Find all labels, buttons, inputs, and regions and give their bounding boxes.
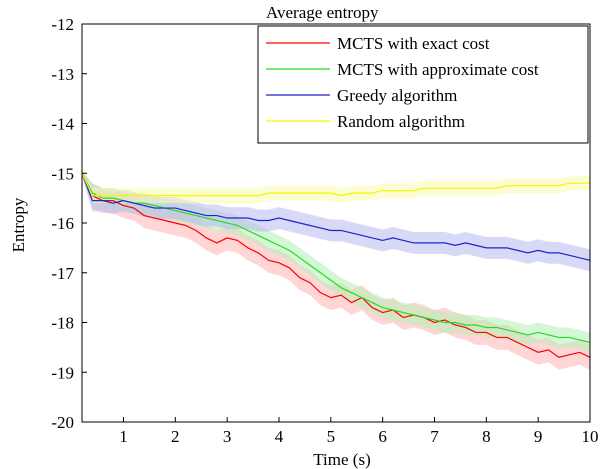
y-tick-label: -17 (51, 264, 74, 283)
y-tick-label: -18 (51, 314, 74, 333)
y-tick-label: -12 (51, 15, 74, 34)
y-tick-label: -15 (51, 164, 74, 183)
x-tick-label: 6 (378, 427, 387, 446)
y-tick-label: -14 (51, 115, 74, 134)
line-series-0 (81, 172, 591, 358)
band-series-3 (82, 171, 590, 204)
y-tick-label: -20 (51, 413, 74, 432)
x-tick-label: 8 (482, 427, 491, 446)
x-tick-label: 5 (327, 427, 336, 446)
legend-label: MCTS with exact cost (337, 34, 490, 53)
confidence-bands (82, 170, 590, 370)
y-tick-label: -16 (51, 214, 74, 233)
y-tick-label: -13 (51, 65, 74, 84)
line-series-2 (81, 173, 591, 261)
x-tick-label: 9 (534, 427, 543, 446)
x-tick-label: 4 (275, 427, 284, 446)
axis-ticks: 1 2 3 4 5 6 7 8 9 10 -20 -19 -18 -17 -16 -15 -14 -13 -12 (51, 15, 598, 446)
x-axis-label: Time (s) (313, 450, 370, 469)
legend-label: Greedy algorithm (337, 86, 457, 105)
x-tick-label: 1 (119, 427, 128, 446)
line-series-3 (81, 172, 590, 197)
y-axis-label: Entropy (9, 197, 28, 252)
x-tick-label: 7 (430, 427, 439, 446)
x-tick-label: 2 (171, 427, 180, 446)
legend-label: Random algorithm (337, 112, 465, 131)
y-tick-label: -19 (51, 363, 74, 382)
x-tick-label: 10 (582, 427, 599, 446)
x-tick-label: 3 (223, 427, 232, 446)
band-series-2 (82, 171, 590, 272)
legend-label: MCTS with approximate cost (337, 60, 539, 79)
legend: MCTS with exact cost MCTS with approximat… (257, 25, 589, 144)
chart-title: Average entropy (266, 3, 379, 22)
series-lines (81, 172, 591, 358)
legend-box (257, 25, 589, 144)
